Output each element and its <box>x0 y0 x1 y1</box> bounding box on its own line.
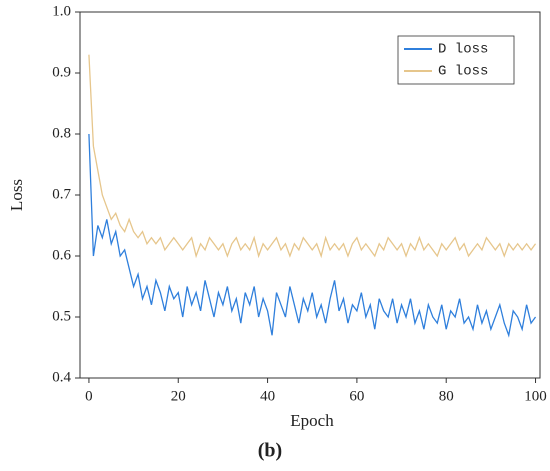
y-tick-label: 0.7 <box>52 186 71 202</box>
y-tick-label: 1.0 <box>52 3 71 19</box>
x-tick-label: 20 <box>171 388 186 404</box>
legend-box <box>397 35 515 85</box>
y-axis-label: Loss <box>7 179 26 211</box>
y-tick-label: 0.5 <box>52 308 71 324</box>
x-axis-label: Epoch <box>290 411 334 430</box>
x-tick-label: 40 <box>260 388 275 404</box>
x-tick-label: 100 <box>524 388 547 404</box>
caption: (b) <box>258 440 282 462</box>
line-series <box>88 133 537 338</box>
line-series <box>88 54 537 259</box>
y-tick-label: 0.6 <box>52 247 71 263</box>
x-tick-label: 80 <box>439 388 454 404</box>
legend-label: G loss <box>438 64 488 80</box>
x-tick-label: 0 <box>85 388 93 404</box>
y-tick-label: 0.8 <box>52 125 71 141</box>
y-tick-label: 0.9 <box>52 64 71 80</box>
plot-frame <box>79 11 541 379</box>
legend-label: D loss <box>438 42 488 58</box>
y-tick-label: 0.4 <box>52 369 71 385</box>
x-tick-label: 60 <box>349 388 364 404</box>
